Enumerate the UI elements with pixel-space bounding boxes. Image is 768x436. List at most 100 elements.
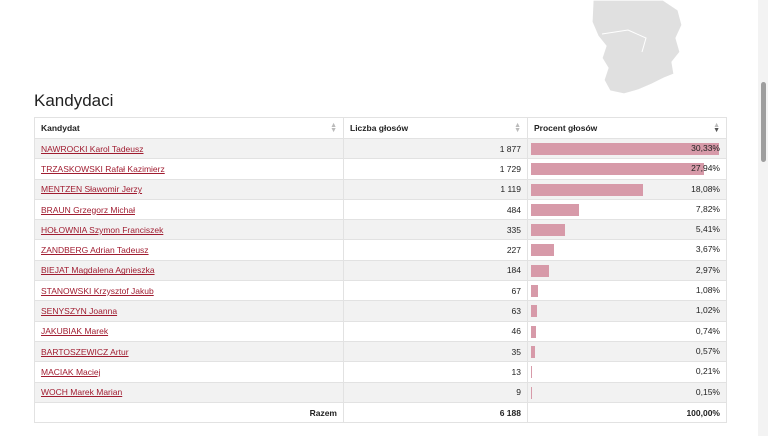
votes-cell: 1 877: [343, 137, 528, 160]
table-row: JAKUBIAK Marek 46 0,74%: [34, 320, 727, 342]
percent-bar: [531, 366, 533, 379]
sort-icon[interactable]: ▲ ▼: [330, 122, 337, 134]
votes-cell: 1 119: [343, 178, 528, 200]
votes-cell: 67: [343, 280, 528, 302]
candidate-link[interactable]: BIEJAT Magdalena Agnieszka: [41, 265, 155, 276]
table-row: NAWROCKI Karol Tadeusz 1 877 30,33%: [34, 137, 727, 160]
table-row: SENYSZYN Joanna 63 1,02%: [34, 300, 727, 322]
percent-cell: 5,41%: [527, 219, 727, 241]
header-candidate[interactable]: Kandydat ▲ ▼: [34, 117, 344, 139]
percent-value: 5,41%: [695, 224, 720, 235]
votes-cell: 484: [343, 198, 528, 221]
candidates-table: Kandydat ▲ ▼ Liczba głosów ▲ ▼ Procent gło…: [34, 117, 727, 424]
votes-cell: 13: [343, 361, 528, 383]
percent-cell: 30,33%: [527, 137, 727, 160]
candidate-cell: WOCH Marek Marian: [34, 381, 344, 403]
candidate-link[interactable]: MENTZEN Sławomir Jerzy: [41, 184, 143, 195]
section-title: Kandydaci: [34, 91, 114, 110]
table-row: HOŁOWNIA Szymon Franciszek 335 5,41%: [34, 219, 727, 241]
candidate-link[interactable]: BRAUN Grzegorz Michał: [41, 204, 135, 215]
table-row: STANOWSKI Krzysztof Jakub 67 1,08%: [34, 280, 727, 302]
candidate-link[interactable]: WOCH Marek Marian: [41, 387, 123, 398]
scrollbar-thumb[interactable]: [761, 82, 766, 162]
table-row: WOCH Marek Marian 9 0,15%: [34, 381, 727, 403]
percent-value: 1,08%: [695, 285, 720, 296]
candidate-cell: BRAUN Grzegorz Michał: [34, 198, 344, 221]
percent-bar: [531, 143, 719, 155]
total-percent: 100,00%: [527, 401, 727, 424]
percent-value: 0,74%: [695, 325, 720, 336]
percent-cell: 0,15%: [527, 381, 727, 403]
percent-cell: 0,74%: [527, 320, 727, 342]
candidate-cell: HOŁOWNIA Szymon Franciszek: [34, 219, 344, 241]
percent-bar: [531, 386, 532, 399]
table-row: ZANDBERG Adrian Tadeusz 227 3,67%: [34, 239, 727, 261]
table-row: TRZASKOWSKI Rafał Kazimierz 1 729 27,94%: [34, 158, 727, 180]
candidate-link[interactable]: SENYSZYN Joanna: [41, 306, 118, 317]
percent-bar: [531, 224, 565, 237]
candidate-cell: MENTZEN Sławomir Jerzy: [34, 178, 344, 200]
header-percent-label: Procent głosów: [534, 123, 598, 133]
candidate-cell: TRZASKOWSKI Rafał Kazimierz: [34, 158, 344, 180]
percent-value: 27,94%: [691, 163, 720, 174]
percent-bar: [531, 244, 554, 257]
candidate-link[interactable]: BARTOSZEWICZ Artur: [41, 346, 129, 357]
candidate-cell: BARTOSZEWICZ Artur: [34, 340, 344, 363]
candidate-link[interactable]: HOŁOWNIA Szymon Franciszek: [41, 224, 164, 235]
percent-bar: [531, 345, 535, 358]
candidate-cell: BIEJAT Magdalena Agnieszka: [34, 259, 344, 282]
candidate-cell: STANOWSKI Krzysztof Jakub: [34, 280, 344, 302]
candidate-link[interactable]: JAKUBIAK Marek: [41, 326, 109, 337]
table-row: BRAUN Grzegorz Michał 484 7,82%: [34, 198, 727, 221]
percent-bar: [531, 285, 538, 298]
percent-value: 2,97%: [695, 264, 720, 275]
percent-cell: 1,02%: [527, 300, 727, 322]
votes-cell: 46: [343, 320, 528, 342]
candidate-link[interactable]: TRZASKOWSKI Rafał Kazimierz: [41, 163, 165, 174]
candidate-cell: SENYSZYN Joanna: [34, 300, 344, 322]
header-votes-label: Liczba głosów: [350, 123, 409, 133]
percent-value: 3,67%: [695, 244, 720, 255]
candidate-cell: NAWROCKI Karol Tadeusz: [34, 137, 344, 160]
total-label: Razem: [34, 401, 344, 424]
percent-cell: 1,08%: [527, 280, 727, 302]
votes-cell: 227: [343, 239, 528, 261]
percent-cell: 27,94%: [527, 158, 727, 180]
table-row: MACIAK Maciej 13 0,21%: [34, 361, 727, 383]
percent-value: 0,21%: [695, 366, 720, 377]
percent-cell: 18,08%: [527, 178, 727, 200]
percent-bar: [531, 264, 550, 277]
percent-value: 30,33%: [691, 143, 720, 153]
percent-bar: [531, 183, 644, 196]
candidate-link[interactable]: MACIAK Maciej: [41, 366, 101, 377]
candidate-link[interactable]: ZANDBERG Adrian Tadeusz: [41, 245, 149, 256]
percent-cell: 7,82%: [527, 198, 727, 221]
percent-bar: [531, 305, 538, 318]
votes-cell: 35: [343, 340, 528, 363]
candidate-cell: ZANDBERG Adrian Tadeusz: [34, 239, 344, 261]
percent-value: 0,15%: [695, 386, 720, 397]
candidate-link[interactable]: NAWROCKI Karol Tadeusz: [41, 143, 144, 154]
percent-cell: 3,67%: [527, 239, 727, 261]
percent-value: 1,02%: [695, 305, 720, 316]
votes-cell: 335: [343, 219, 528, 241]
sort-icon[interactable]: ▲ ▼: [514, 122, 521, 134]
sort-desc-icon[interactable]: ▲ ▼: [713, 122, 720, 134]
candidate-cell: MACIAK Maciej: [34, 361, 344, 383]
header-votes[interactable]: Liczba głosów ▲ ▼: [343, 117, 528, 139]
votes-cell: 1 729: [343, 158, 528, 180]
percent-cell: 0,21%: [527, 361, 727, 383]
region-map: [591, 0, 683, 95]
scrollbar-track[interactable]: [758, 0, 768, 436]
percent-bar: [531, 203, 580, 216]
votes-cell: 9: [343, 381, 528, 403]
table-row: BARTOSZEWICZ Artur 35 0,57%: [34, 340, 727, 363]
percent-value: 7,82%: [695, 203, 720, 214]
table-row: BIEJAT Magdalena Agnieszka 184 2,97%: [34, 259, 727, 282]
percent-cell: 2,97%: [527, 259, 727, 282]
candidate-link[interactable]: STANOWSKI Krzysztof Jakub: [41, 285, 154, 296]
percent-bar: [531, 325, 536, 338]
percent-value: 18,08%: [691, 183, 720, 194]
candidate-cell: JAKUBIAK Marek: [34, 320, 344, 342]
header-percent[interactable]: Procent głosów ▲ ▼: [527, 117, 727, 139]
